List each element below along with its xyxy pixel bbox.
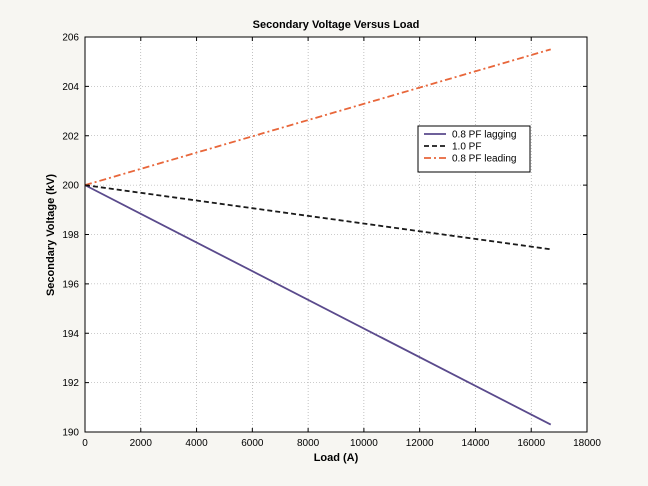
chart-title: Secondary Voltage Versus Load xyxy=(253,19,420,31)
x-axis-label: Load (A) xyxy=(314,452,359,464)
legend-label: 0.8 PF lagging xyxy=(452,130,517,141)
series-line xyxy=(84,184,551,251)
legend-label: 0.8 PF leading xyxy=(452,154,517,165)
x-tick-label: 8000 xyxy=(297,438,320,449)
legend-label: 1.0 PF xyxy=(452,142,481,153)
x-tick-label: 0 xyxy=(82,438,88,449)
y-tick-label: 196 xyxy=(62,279,79,290)
y-tick-label: 200 xyxy=(62,181,79,192)
y-tick-label: 202 xyxy=(62,131,79,142)
x-tick-label: 2000 xyxy=(130,438,153,449)
series-lines xyxy=(84,48,552,426)
series-line xyxy=(84,48,551,186)
y-tick-label: 190 xyxy=(62,428,79,439)
y-axis-label: Secondary Voltage (kV) xyxy=(45,174,57,296)
x-tick-label: 6000 xyxy=(241,438,264,449)
x-tick-label: 18000 xyxy=(573,438,601,449)
y-tick-label: 192 xyxy=(62,378,79,389)
y-tick-label: 204 xyxy=(62,82,79,93)
x-tick-label: 10000 xyxy=(350,438,378,449)
x-tick-label: 16000 xyxy=(517,438,545,449)
axis-ticks: 0 2000 4000 6000 8000 10000 12000 14000 16000 180… xyxy=(62,33,601,450)
plot-area xyxy=(85,37,587,432)
y-tick-label: 206 xyxy=(62,33,79,44)
series-line xyxy=(84,184,552,426)
x-tick-label: 14000 xyxy=(462,438,490,449)
y-tick-label: 194 xyxy=(62,329,79,340)
x-tick-label: 4000 xyxy=(185,438,208,449)
y-tick-label: 198 xyxy=(62,230,79,241)
x-tick-label: 12000 xyxy=(406,438,434,449)
